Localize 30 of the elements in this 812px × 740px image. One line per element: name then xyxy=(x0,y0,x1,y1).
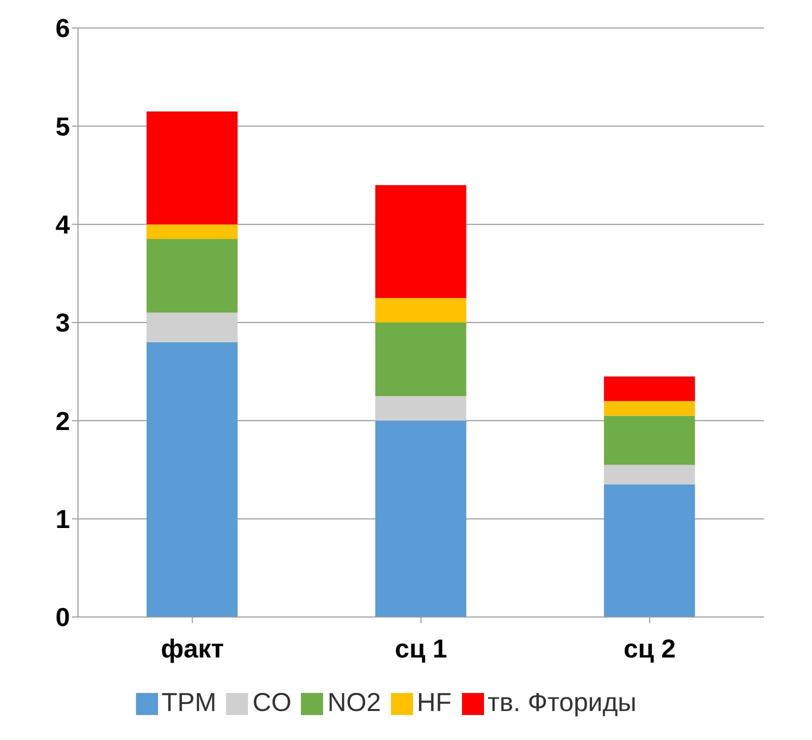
bar xyxy=(375,185,466,298)
y-tick-label: 2 xyxy=(56,406,70,436)
bar xyxy=(146,239,238,313)
bar xyxy=(604,464,695,484)
bar xyxy=(604,401,695,416)
y-tick-label: 6 xyxy=(56,13,70,44)
bar xyxy=(375,298,466,322)
y-tick-label: 1 xyxy=(56,504,70,534)
bar xyxy=(375,396,466,421)
bar xyxy=(146,312,238,342)
bar xyxy=(146,111,238,224)
x-tick-label: факт xyxy=(160,633,224,664)
x-tick-label: сц 2 xyxy=(624,633,676,664)
bar xyxy=(375,420,466,617)
bar xyxy=(604,416,695,465)
x-tick-label: сц 1 xyxy=(394,633,448,664)
legend-label: NO2 xyxy=(327,687,381,717)
y-tick-label: 0 xyxy=(56,602,70,632)
legend-label: TPM xyxy=(162,687,216,717)
y-tick-label: 4 xyxy=(56,210,71,240)
bar xyxy=(375,322,466,396)
bar xyxy=(604,376,695,402)
legend-label: тв. Фториды xyxy=(488,687,636,717)
y-tick-label: 3 xyxy=(56,308,70,338)
y-tick-label: 5 xyxy=(56,111,70,142)
bar xyxy=(146,224,238,240)
legend-label: HF xyxy=(416,687,452,717)
bar xyxy=(604,484,695,617)
bar xyxy=(146,342,238,617)
legend-label: CO xyxy=(252,687,292,717)
